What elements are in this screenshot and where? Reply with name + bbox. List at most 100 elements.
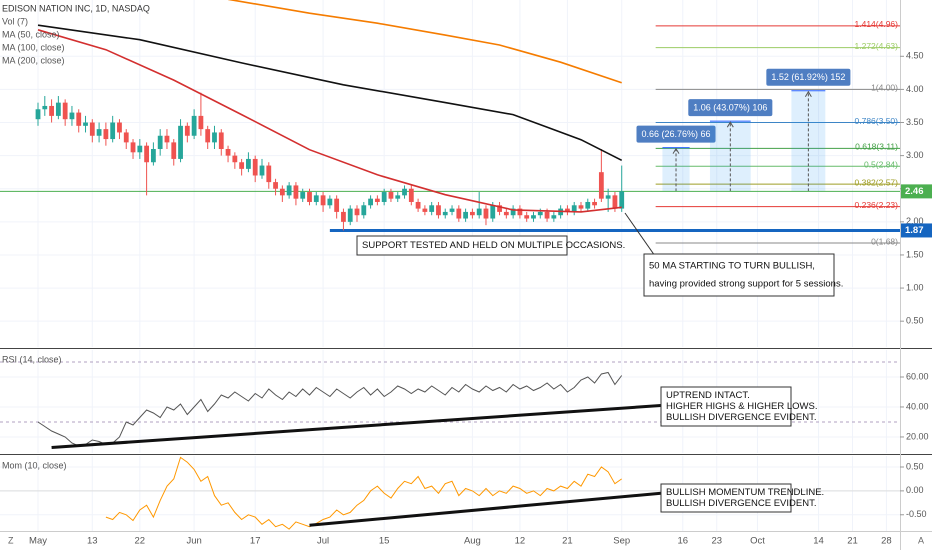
y-tick-label: 20.00 [906, 431, 929, 441]
annotation-box [660, 483, 792, 513]
price-tag [901, 184, 932, 199]
candle-body [117, 122, 122, 133]
annotation-text: SUPPORT TESTED AND HELD ON MULTIPLE OCCA… [362, 240, 625, 251]
candle-body [592, 201, 597, 206]
fib-label: 0(1.68) [871, 236, 898, 246]
candle-body [218, 132, 224, 149]
x-tick-label: Jun [186, 536, 201, 547]
candle-body [293, 185, 299, 199]
candle-body [476, 208, 482, 216]
candle-body [164, 135, 170, 143]
legend-entry: MA (50, close) [2, 29, 60, 39]
trendline [309, 490, 677, 527]
candle-body [456, 208, 462, 219]
candle-body [246, 158, 251, 169]
indicator-line [105, 456, 622, 530]
candle-body [205, 129, 211, 143]
candle-body [49, 105, 54, 116]
candle-body [239, 162, 245, 169]
x-tick-label: 28 [881, 536, 892, 547]
candle-body [544, 211, 550, 219]
price-tag-label: 1.87 [905, 225, 924, 236]
x-tick-label: 15 [379, 536, 390, 547]
legend-entry: MA (100, close) [2, 42, 65, 52]
fib-label: 0.786(3.50) [855, 116, 899, 126]
x-tick-label: 13 [87, 536, 98, 547]
toolbar-button[interactable]: A [918, 535, 924, 545]
annotation-box [643, 253, 835, 297]
y-tick-label: -0.50 [906, 509, 927, 519]
annotation-text: HIGHER HIGHS & HIGHER LOWS. [666, 401, 818, 412]
candle-body [605, 195, 611, 199]
candle-body [232, 155, 238, 163]
x-tick-label: 14 [813, 536, 824, 547]
moving-average [37, 24, 623, 162]
candle-body [503, 211, 509, 216]
annotation-text: having provided strong support for 5 ses… [649, 279, 843, 290]
candle-body [354, 208, 360, 216]
candle-body [273, 182, 278, 189]
candle-body [313, 195, 319, 202]
projection-label: 0.66 (26.76%) 66 [641, 129, 710, 139]
y-tick-label: 1.00 [906, 282, 924, 292]
candle-body [334, 198, 340, 212]
price-tag-label: 2.46 [905, 186, 924, 197]
x-tick-label: 21 [562, 536, 573, 547]
candle-body [171, 142, 177, 159]
candle-body [123, 132, 129, 143]
candle-body [531, 215, 536, 219]
y-tick-label: 0.00 [906, 485, 924, 495]
candle-body [320, 195, 326, 206]
candle-body [69, 112, 75, 120]
y-tick-label: 3.50 [906, 117, 924, 127]
candle-body [368, 198, 373, 206]
annotation-text: UPTREND INTACT. [666, 390, 750, 401]
candle-body [449, 208, 455, 212]
fib-label: 0.236(2.23) [855, 200, 899, 210]
candle-body [402, 188, 407, 196]
candle-body [395, 195, 401, 199]
candle-body [510, 208, 516, 216]
legend-entry: Vol (7) [2, 16, 28, 26]
y-tick-label: 4.00 [906, 84, 924, 94]
callout-connector [624, 212, 656, 257]
candle-body [469, 211, 475, 216]
projection-label-box [766, 68, 851, 86]
candle-body [76, 112, 82, 126]
fib-label: 0.618(3.11) [855, 142, 898, 152]
candle-body [178, 125, 183, 159]
x-tick-label: Oct [750, 536, 765, 547]
candle-body [225, 148, 231, 156]
annotation-text: BULLISH DIVERGENCE EVIDENT. [666, 412, 816, 423]
candle-body [422, 208, 428, 212]
candle-body [259, 165, 265, 176]
projection-label: 1.52 (61.92%) 152 [771, 72, 845, 82]
fib-label: 1.272(4.63) [855, 41, 899, 51]
annotation: SUPPORT TESTED AND HELD ON MULTIPLE OCCA… [356, 235, 625, 256]
candle-body [327, 198, 333, 206]
projection-arrow-head [672, 147, 680, 154]
candle-body [89, 122, 95, 136]
candle-body [483, 208, 489, 219]
candle-body [497, 205, 502, 212]
candle-body [184, 125, 190, 136]
candle-body [442, 211, 448, 216]
toolbar-button[interactable]: Z [8, 535, 14, 545]
pane-title: RSI (14, close) [2, 354, 62, 364]
y-tick-label: 40.00 [906, 401, 929, 411]
x-tick-label: 16 [678, 536, 689, 547]
annotation: BULLISH MOMENTUM TRENDLINE.BULLISH DIVER… [660, 483, 824, 513]
candle-body [578, 205, 584, 209]
x-tick-label: 22 [135, 536, 146, 547]
candle-body [347, 208, 353, 222]
annotation-text: BULLISH MOMENTUM TRENDLINE. [666, 487, 824, 498]
annotation-box [660, 386, 792, 427]
candle-body [103, 129, 109, 140]
projection-arrow-head [726, 121, 734, 128]
y-tick-label: 4.50 [906, 51, 924, 61]
candle-body [110, 122, 116, 140]
legend-entry: MA (200, close) [2, 55, 65, 65]
candle-body [96, 129, 102, 136]
projection-label-box [688, 99, 773, 117]
